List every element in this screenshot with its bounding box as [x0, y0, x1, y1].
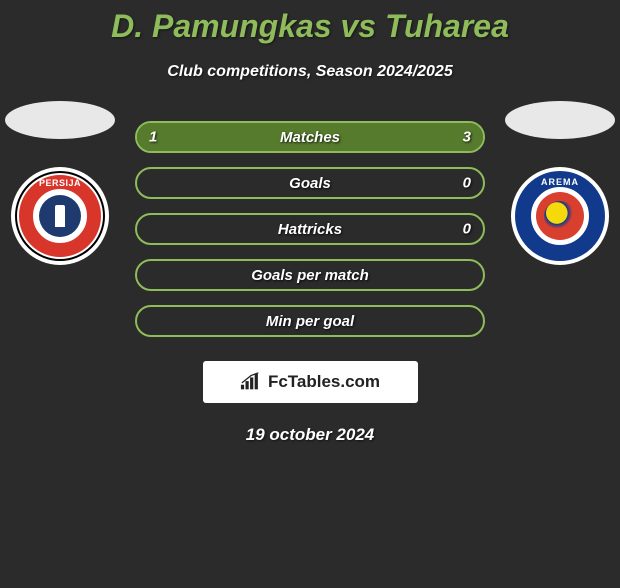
- metric-label: Matches: [280, 129, 340, 146]
- metric-row: Hattricks 0: [135, 213, 485, 245]
- metric-value-left: 1: [149, 129, 157, 146]
- metric-row: Goals per match: [135, 259, 485, 291]
- player-right-column: AREMA: [500, 101, 620, 265]
- brand-box[interactable]: FcTables.com: [203, 361, 418, 403]
- metric-row: Goals 0: [135, 167, 485, 199]
- player-left-column: PERSIJA: [0, 101, 120, 265]
- badge-right-lion-icon: [544, 201, 576, 231]
- bar-fill-right: [224, 123, 484, 151]
- club-badge-left: PERSIJA: [11, 167, 109, 265]
- metric-row: Min per goal: [135, 305, 485, 337]
- metric-value-right: 0: [463, 175, 471, 192]
- metric-value-right: 3: [463, 129, 471, 146]
- player-right-avatar-oval: [505, 101, 615, 139]
- metric-bars: 1 Matches 3 Goals 0 Hattricks 0 Goals per match…: [135, 121, 485, 337]
- badge-left-text: PERSIJA: [39, 178, 81, 188]
- subtitle: Club competitions, Season 2024/2025: [0, 63, 620, 81]
- badge-left-monument-icon: [55, 205, 65, 227]
- brand-text: FcTables.com: [268, 372, 380, 392]
- metric-label: Goals: [289, 175, 331, 192]
- player-left-avatar-oval: [5, 101, 115, 139]
- club-badge-right: AREMA: [511, 167, 609, 265]
- metric-label: Goals per match: [251, 267, 369, 284]
- metric-label: Hattricks: [278, 221, 342, 238]
- metric-row: 1 Matches 3: [135, 121, 485, 153]
- metric-label: Min per goal: [266, 313, 354, 330]
- comparison-chart: PERSIJA AREMA 1Matches3Goals0Hattricks0G…: [0, 121, 620, 337]
- date-line: 19 october 2024: [0, 425, 620, 445]
- metric-value-right: 0: [463, 221, 471, 238]
- page-title: D. Pamungkas vs Tuharea: [0, 8, 620, 45]
- badge-right-text: AREMA: [541, 177, 579, 187]
- bar-chart-icon: [240, 372, 262, 392]
